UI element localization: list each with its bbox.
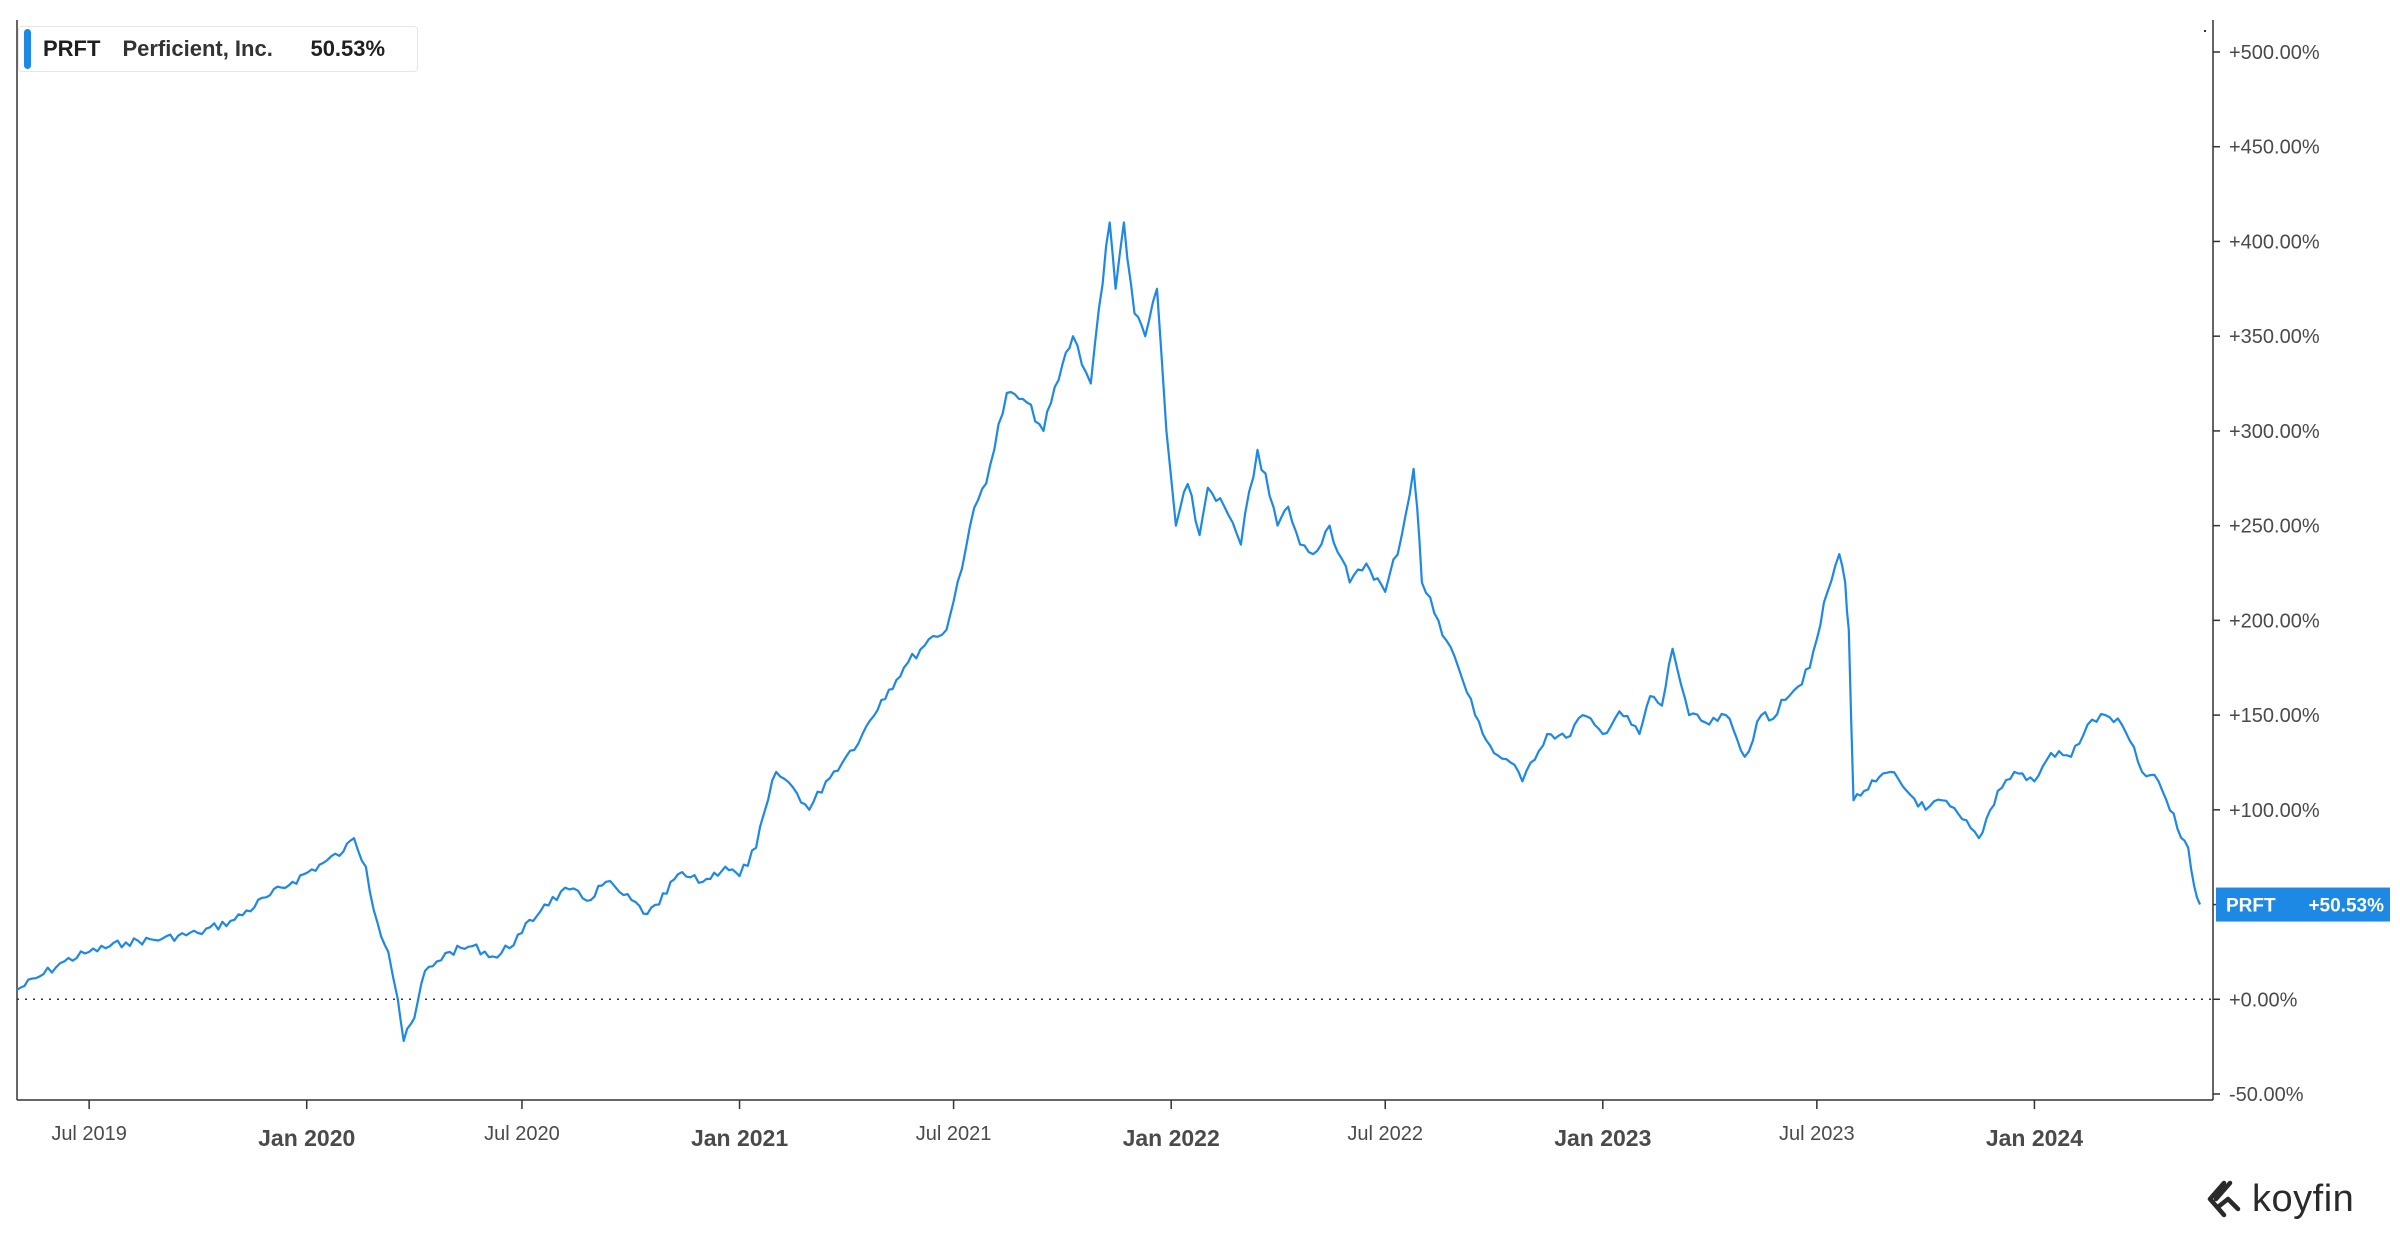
- y-tick-label: +150.00%: [2229, 705, 2320, 727]
- y-tick-label: +300.00%: [2229, 421, 2320, 443]
- y-tick-label: +0.00%: [2229, 989, 2298, 1011]
- y-tick-label: -50.00%: [2229, 1084, 2304, 1106]
- x-tick-label: Jan 2021: [691, 1125, 788, 1151]
- brand-name: koyfin: [2252, 1177, 2355, 1220]
- series-line-prft: [16, 221, 2202, 1043]
- last-value-badge-bg: [2216, 887, 2390, 922]
- y-tick-label: +350.00%: [2229, 326, 2320, 348]
- y-tick-label: +200.00%: [2229, 610, 2320, 632]
- y-axis: -50.00%+0.00%+50.00%+100.00%+150.00%+200…: [2213, 42, 2320, 1106]
- plot-frame: [16, 20, 2214, 1101]
- y-tick-label: +450.00%: [2229, 137, 2320, 159]
- x-tick-label: Jan 2022: [1123, 1125, 1220, 1151]
- x-tick-label: Jan 2023: [1554, 1125, 1651, 1151]
- legend-color-swatch: [24, 29, 31, 69]
- legend[interactable]: PRFT Perficient, Inc. 50.53%: [18, 26, 418, 72]
- koyfin-logo-icon: [2207, 1180, 2241, 1218]
- x-tick-label: Jul 2023: [1779, 1123, 1855, 1145]
- last-value-badge: PRFT +50.53%: [2216, 887, 2390, 922]
- x-tick-label: Jul 2021: [916, 1123, 992, 1145]
- y-tick-label: +400.00%: [2229, 231, 2320, 253]
- x-tick-label: Jan 2020: [258, 1125, 355, 1151]
- x-tick-label: Jul 2019: [51, 1123, 127, 1145]
- y-tick-label: +500.00%: [2229, 42, 2320, 64]
- legend-ticker: PRFT: [43, 36, 101, 61]
- last-value-text: +50.53%: [2308, 896, 2384, 917]
- brand-logo: koyfin: [2204, 1174, 2384, 1224]
- legend-value: 50.53%: [310, 36, 386, 61]
- x-axis: Jul 2019 Jan 2020 Jul 2020 Jan 2021 Jul 2021…: [51, 1100, 2083, 1151]
- last-value-ticker: PRFT: [2226, 896, 2276, 917]
- y-tick-label: +250.00%: [2229, 516, 2320, 538]
- x-tick-label: Jan 2024: [1986, 1125, 2083, 1151]
- legend-security-name: Perficient, Inc.: [122, 36, 273, 61]
- y-tick-label: +100.00%: [2229, 800, 2320, 822]
- x-tick-label: Jul 2020: [484, 1123, 560, 1145]
- x-tick-label: Jul 2022: [1347, 1123, 1423, 1145]
